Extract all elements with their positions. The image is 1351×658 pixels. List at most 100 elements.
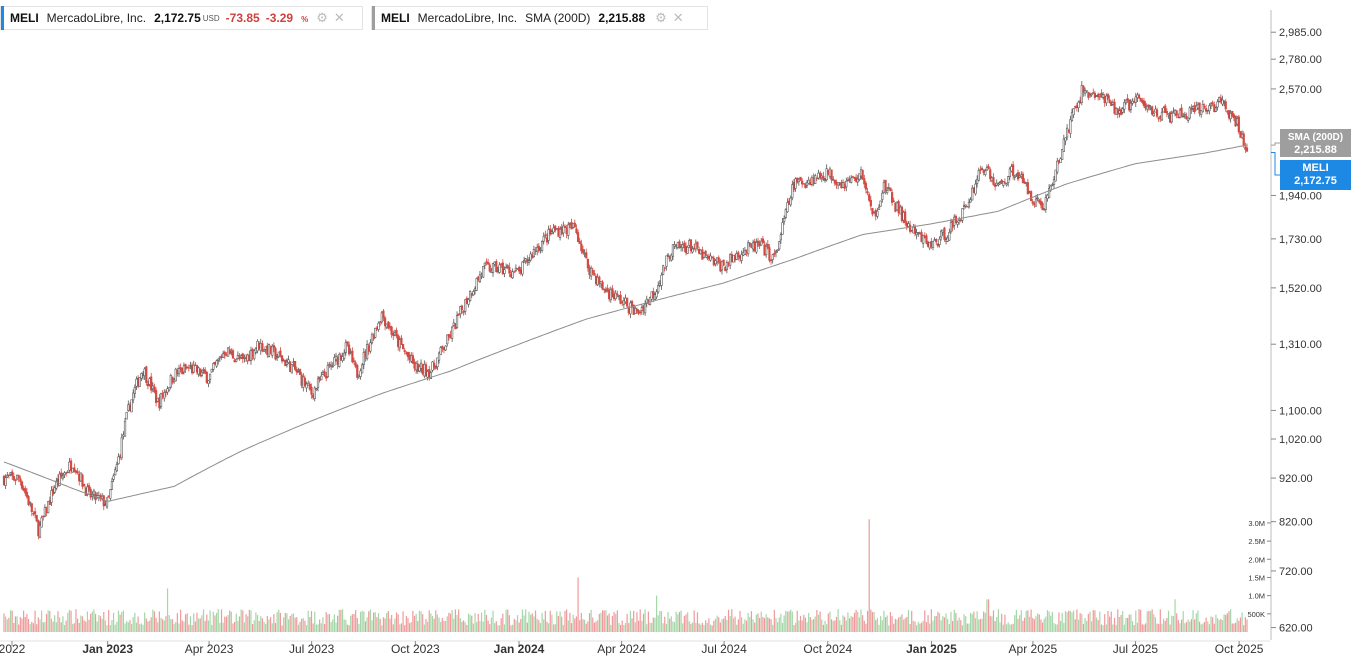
settings-icon[interactable]: ⚙ [316,10,328,25]
volume-bar [896,619,898,632]
candle-body [177,368,181,375]
candle-body [1170,113,1173,123]
candle-body [776,249,779,251]
volume-bar [803,614,805,632]
volume-bar [382,617,385,632]
volume-bar [1084,618,1086,632]
candle-body [132,392,135,401]
candle-body [938,238,941,245]
volume-bar [835,616,838,632]
volume-bar [284,612,286,632]
volume-bar [718,617,720,632]
volume-bar [144,612,146,632]
volume-bar [428,610,430,632]
volume-bar [85,621,87,632]
volume-bar [780,613,782,632]
volume-bar [9,610,12,632]
volume-bar [976,611,978,632]
volume-bar [265,624,267,632]
candle-body [146,383,150,387]
volume-bar [809,617,811,632]
volume-bar [1089,611,1091,632]
volume-bar [304,620,306,632]
volume-bar [490,617,492,632]
volume-bar [665,623,667,632]
volume-bar [708,618,710,632]
volume-bar [961,625,964,632]
volume-bar [1109,616,1111,632]
candle-body [462,311,465,313]
volume-bar [673,622,676,632]
candle-body [890,192,894,203]
volume-bar [1128,614,1130,632]
volume-bar [418,610,421,632]
volume-bar [996,616,998,632]
volume-bar [480,612,483,632]
volume-bar [745,620,748,632]
volume-bar [1048,611,1050,632]
volume-bar [1182,611,1184,632]
volume-bar [541,612,543,632]
candle-body [1224,101,1227,110]
volume-bar [839,620,841,632]
candle-body [294,360,297,370]
volume-bar [433,618,435,632]
volume-bar [310,611,313,632]
volume-bar [719,622,721,632]
volume-bar [1030,609,1032,632]
volume-bar [1033,619,1035,632]
volume-bar [24,617,26,632]
candle-body [1008,168,1011,178]
volume-bar [1094,610,1096,632]
volume-bar [531,613,533,632]
candle-body [83,483,86,487]
volume-bar [1221,620,1224,632]
volume-bar [875,619,877,632]
volume-bar [323,624,326,632]
volume-bar [1110,611,1112,632]
settings-icon[interactable]: ⚙ [655,10,667,25]
volume-bar [788,611,790,632]
candle-body [768,247,771,261]
legend-main[interactable]: MELI MercadoLibre, Inc. 2,172.75 USD -73… [0,6,363,30]
volume-bar [286,613,288,632]
volume-tick-label: 3.0M [1248,519,1265,528]
volume-bar [1118,617,1121,632]
volume-bar [494,623,496,632]
candle-body [879,200,882,207]
volume-bar [865,623,867,632]
legend-sma[interactable]: MELI MercadoLibre, Inc. SMA (200D) 2,215… [371,6,708,30]
candle-body [441,345,444,349]
volume-bar [821,619,823,632]
volume-bar [6,619,8,632]
volume-bar [160,617,162,632]
volume-bar [472,623,474,632]
volume-bar [327,614,329,632]
volume-bar [700,624,702,632]
candle-body [575,228,578,233]
close-icon[interactable]: ✕ [333,10,345,25]
volume-bar [245,614,247,632]
candle-body [1106,94,1110,99]
candle-body [1200,110,1203,115]
volume-bar [498,625,501,632]
candle-body [1085,90,1088,92]
volume-bar [534,610,537,632]
volume-bar [536,618,538,632]
y-tick-label: 1,100.00 [1279,405,1322,417]
candle-body [580,243,583,252]
volume-bar [613,611,615,632]
x-tick-label: Apr 2024 [597,642,646,656]
close-icon[interactable]: ✕ [672,10,684,25]
candle-body [61,475,64,479]
candle-body [1139,98,1142,102]
volume-bar [240,609,242,632]
volume-bar [1203,621,1206,632]
volume-bar [70,610,72,632]
volume-bar [37,617,39,632]
candle-body [192,364,195,373]
volume-bar [812,619,815,632]
candle-body [207,380,210,384]
candle-body [47,501,50,514]
